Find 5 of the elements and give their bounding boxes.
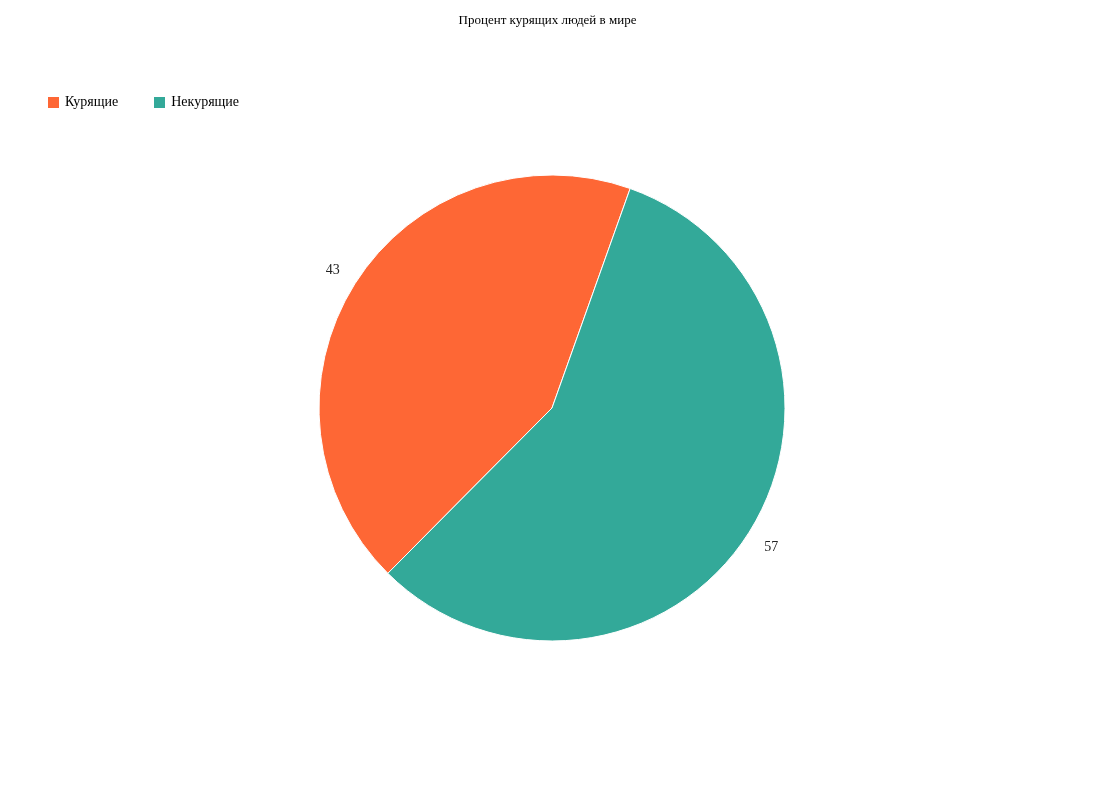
data-label: 57 [764,538,779,554]
data-label: 43 [325,262,340,278]
legend-label: Некурящие [171,94,240,110]
chart-title: Процент курящих людей в мире [457,12,638,28]
legend-label: Курящие [65,94,119,110]
